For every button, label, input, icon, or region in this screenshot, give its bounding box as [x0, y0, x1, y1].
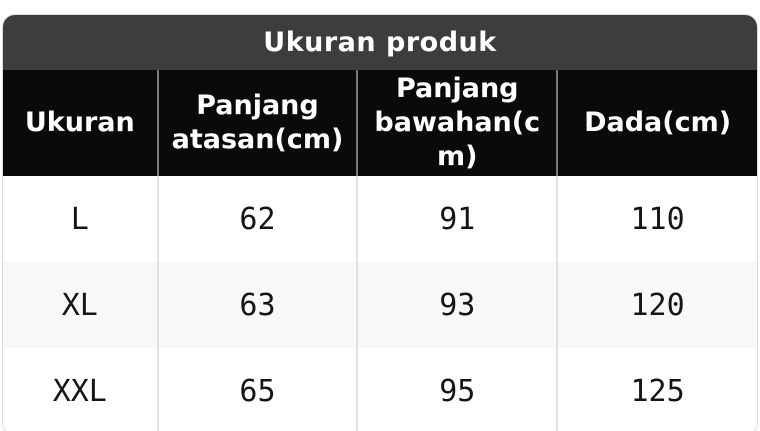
cell-dada: 125 [557, 348, 757, 431]
table-row-xl: XL 63 93 120 [3, 262, 757, 348]
cell-panjang-bawahan: 91 [357, 176, 559, 262]
cell-panjang-atasan: 65 [157, 348, 359, 431]
cell-dada: 120 [557, 262, 757, 348]
size-table: Ukuran Panjang atasan(cm) Panjang bawaha… [3, 70, 757, 431]
cell-size: L [3, 176, 159, 262]
cell-panjang-atasan: 62 [157, 176, 359, 262]
cell-panjang-atasan: 63 [157, 262, 359, 348]
table-title: Ukuran produk [263, 27, 497, 58]
column-header-ukuran: Ukuran [3, 70, 159, 176]
cell-panjang-bawahan: 95 [357, 348, 559, 431]
table-header-row: Ukuran Panjang atasan(cm) Panjang bawaha… [3, 70, 757, 176]
column-header-panjang-bawahan: Panjang bawahan(cm) [357, 70, 559, 176]
table-row-l: L 62 91 110 [3, 176, 757, 262]
size-chart-table: Ukuran produk Ukuran Panjang atasan(cm) … [2, 14, 758, 431]
cell-panjang-bawahan: 93 [357, 262, 559, 348]
cell-size: XL [3, 262, 159, 348]
column-header-panjang-atasan: Panjang atasan(cm) [157, 70, 359, 176]
column-header-dada: Dada(cm) [557, 70, 757, 176]
table-title-bar: Ukuran produk [3, 15, 757, 70]
table-row-xxl: XXL 65 95 125 [3, 348, 757, 431]
cell-dada: 110 [557, 176, 757, 262]
cell-size: XXL [3, 348, 159, 431]
